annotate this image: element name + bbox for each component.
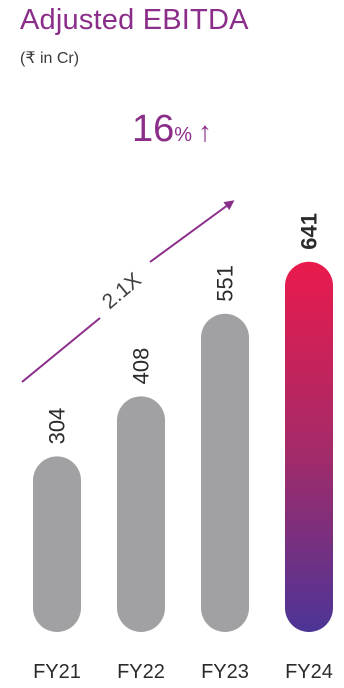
value-label-fy24: 641 (297, 213, 322, 250)
x-label-fy21: FY21 (33, 661, 81, 683)
bar-fy21 (33, 456, 81, 632)
growth-value: 16 (131, 108, 175, 150)
x-label-fy24: FY24 (285, 661, 333, 683)
value-label-fy21: 304 (45, 408, 70, 445)
chart-title: Adjusted EBITDA (20, 4, 249, 36)
growth-indicator: 16% ↑ (0, 108, 344, 151)
bar-fy24 (285, 261, 333, 632)
up-arrow-icon: ↑ (198, 116, 213, 147)
chart-subtitle: (₹ in Cr) (20, 50, 80, 67)
multiplier-label: 2.1X (98, 268, 146, 313)
bars-group (33, 261, 333, 632)
value-label-fy22: 408 (129, 348, 154, 385)
x-label-fy22: FY22 (117, 661, 165, 683)
growth-arrow-line-upper (149, 200, 235, 263)
growth-arrow-line (21, 317, 101, 383)
value-label-fy23: 551 (213, 265, 238, 302)
growth-unit: % (174, 124, 193, 146)
x-label-fy23: FY23 (201, 661, 249, 683)
bar-fy23 (201, 313, 249, 632)
bar-fy22 (117, 396, 165, 632)
x-axis-labels: FY21 FY22 FY23 FY24 (33, 661, 333, 683)
value-labels-group: 304 408 551 641 (45, 213, 322, 444)
growth-annotation: 2.1X (21, 200, 235, 383)
